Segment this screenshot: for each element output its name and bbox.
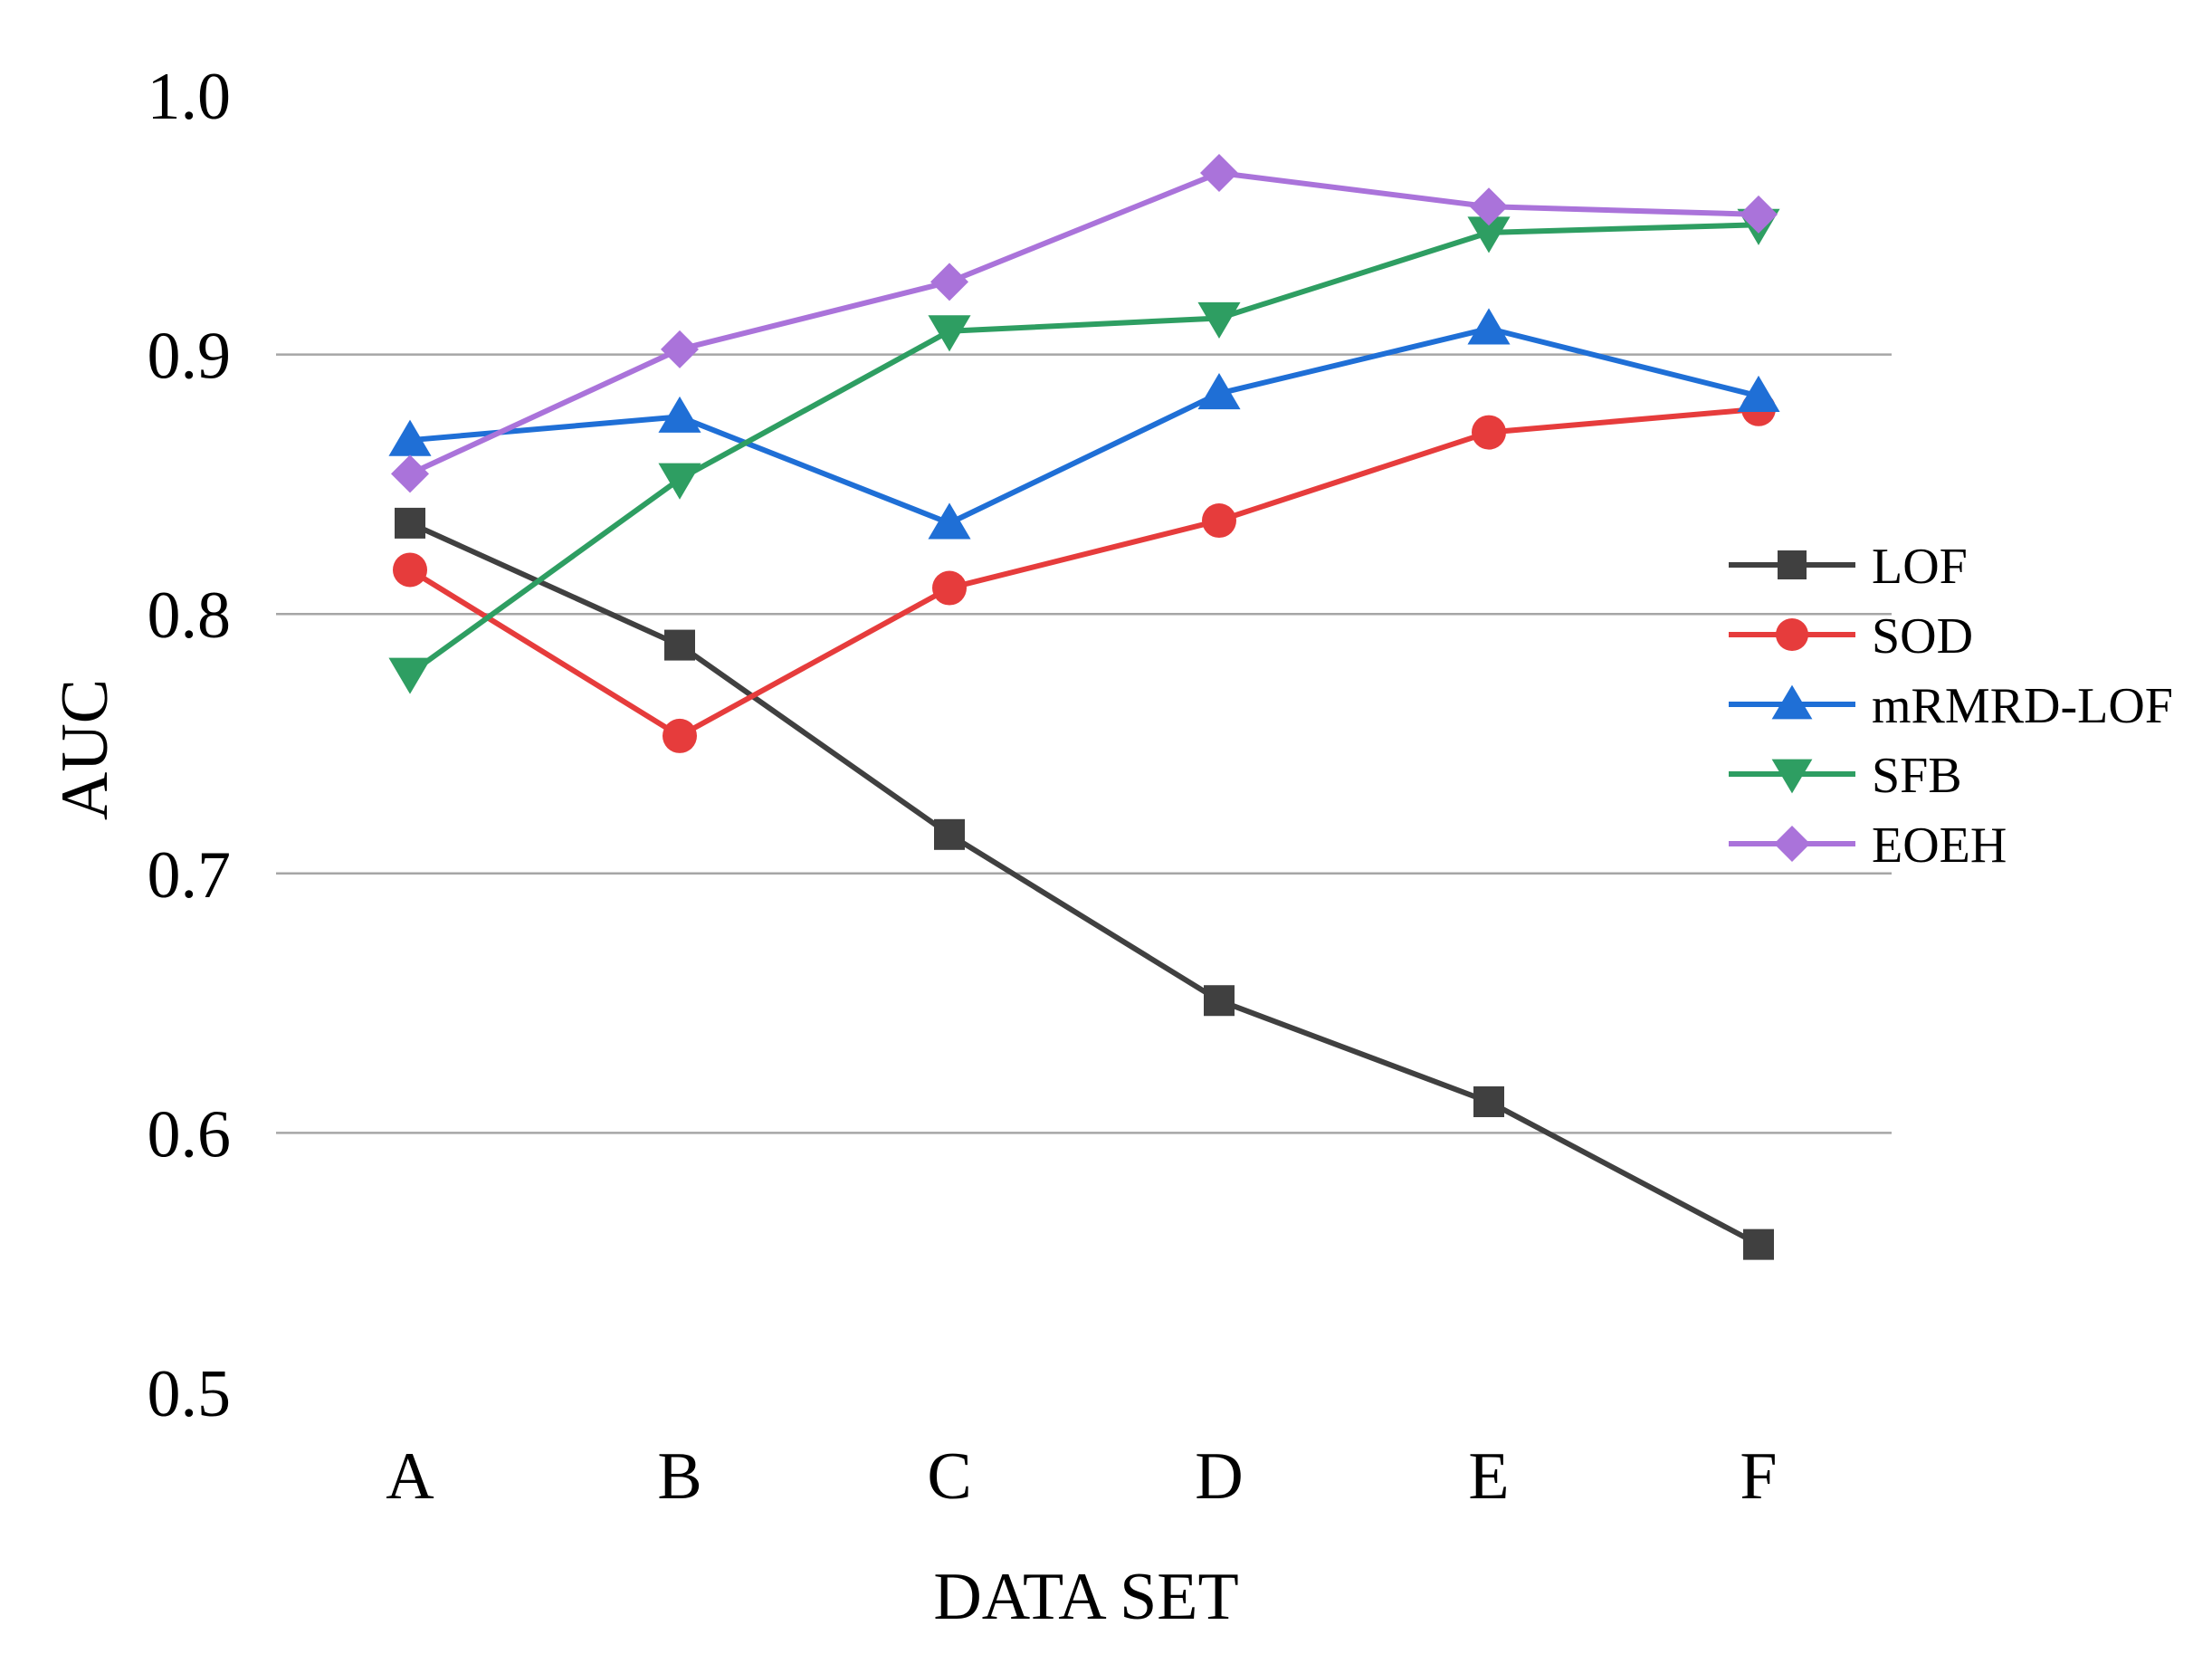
data-point xyxy=(1200,153,1238,192)
data-point xyxy=(1197,373,1241,410)
x-tick-label: B xyxy=(657,1439,701,1514)
gridlines xyxy=(276,353,1892,1134)
y-tick-label: 1.0 xyxy=(148,60,232,134)
data-point xyxy=(1204,985,1235,1017)
data-point xyxy=(664,629,695,661)
x-tick-label: A xyxy=(386,1439,434,1514)
y-tick-label: 0.9 xyxy=(148,320,232,394)
y-axis-title: AUC xyxy=(48,679,122,820)
x-tick-label: E xyxy=(1468,1439,1509,1514)
series-line xyxy=(407,169,1761,477)
data-point xyxy=(1197,301,1241,339)
series-eoeh xyxy=(391,153,1778,493)
legend-marker xyxy=(1771,684,1813,720)
legend-label: LOF xyxy=(1872,539,1968,595)
data-point xyxy=(388,657,432,694)
legend-item-eoeh: EOEH xyxy=(1729,817,2007,874)
data-point xyxy=(658,463,701,500)
y-axis-ticks: 0.5 0.6 0.7 0.8 0.9 1.0 xyxy=(148,60,232,1431)
legend-item-mrmrd-lof: mRMRD-LOF xyxy=(1729,678,2173,734)
series-sfb xyxy=(388,208,1780,694)
x-axis-ticks: A B C D E F xyxy=(386,1439,1777,1514)
x-tick-label: C xyxy=(927,1439,971,1514)
legend-label: SOD xyxy=(1872,608,1973,664)
data-point xyxy=(663,718,697,753)
y-tick-label: 0.7 xyxy=(148,838,232,913)
series-sod xyxy=(393,391,1776,753)
series-line xyxy=(407,325,1761,526)
legend-marker xyxy=(1774,826,1810,862)
series-line xyxy=(407,520,1761,1248)
data-point xyxy=(395,507,425,539)
y-tick-label: 0.6 xyxy=(148,1097,232,1171)
data-point xyxy=(388,419,432,456)
data-point xyxy=(393,552,427,588)
legend-item-sod: SOD xyxy=(1729,608,1973,664)
data-point xyxy=(928,315,971,352)
data-point xyxy=(934,818,965,850)
data-point xyxy=(932,570,967,606)
series-line xyxy=(407,222,1761,677)
x-tick-label: F xyxy=(1740,1439,1777,1514)
legend-marker xyxy=(1778,550,1807,579)
legend-label: SFB xyxy=(1872,748,1962,804)
series-line xyxy=(407,406,1761,739)
x-axis-title: DATA SET xyxy=(933,1560,1238,1634)
legend: LOF SOD mRMRD-LOF SFB EOEH xyxy=(1729,539,2173,874)
data-point xyxy=(930,263,968,301)
legend-item-lof: LOF xyxy=(1729,539,1968,595)
data-point xyxy=(1467,308,1511,345)
data-point xyxy=(1740,195,1778,234)
legend-label: EOEH xyxy=(1872,817,2007,874)
data-point xyxy=(928,502,971,540)
data-point xyxy=(1470,187,1508,226)
x-tick-label: D xyxy=(1195,1439,1243,1514)
data-point xyxy=(661,330,699,368)
series-mrmrd-lof xyxy=(388,308,1780,540)
series-group xyxy=(388,153,1780,1260)
legend-marker xyxy=(1771,759,1813,794)
y-tick-label: 0.5 xyxy=(148,1357,232,1431)
data-point xyxy=(658,396,701,433)
series-lof xyxy=(395,507,1774,1260)
data-point xyxy=(1472,415,1506,450)
data-point xyxy=(1467,216,1511,253)
data-point xyxy=(1473,1086,1504,1118)
data-point xyxy=(1743,1229,1774,1260)
legend-item-sfb: SFB xyxy=(1729,748,1962,804)
legend-marker xyxy=(1776,618,1808,651)
data-point xyxy=(391,454,429,493)
y-tick-label: 0.8 xyxy=(148,578,232,653)
legend-label: mRMRD-LOF xyxy=(1872,678,2173,734)
data-point xyxy=(1737,375,1780,413)
data-point xyxy=(1202,503,1236,539)
